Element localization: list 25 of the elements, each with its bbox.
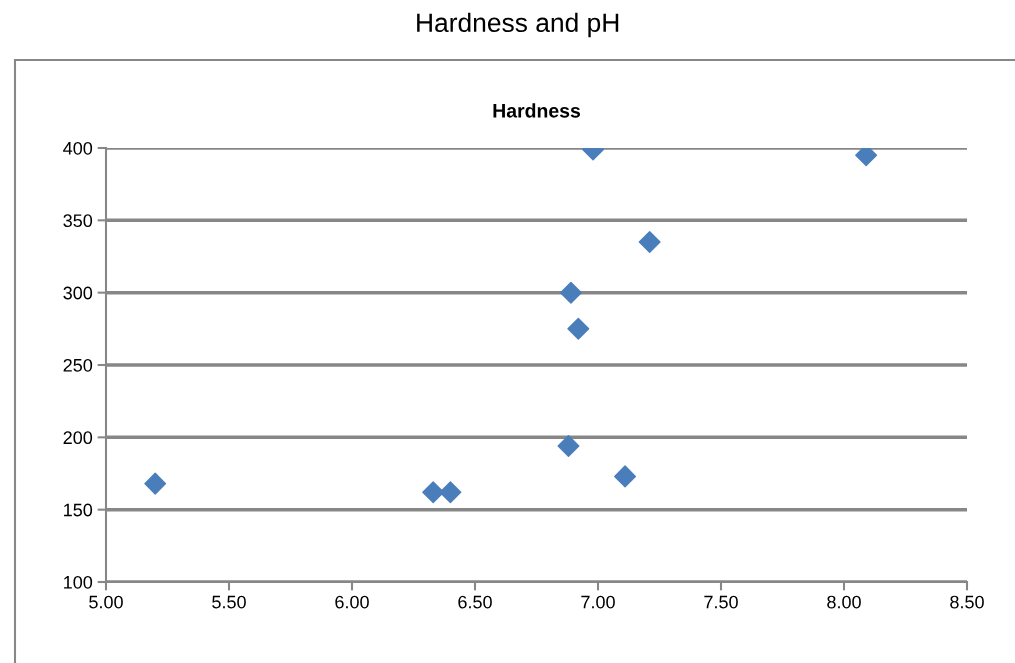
point	[559, 281, 582, 304]
chart-subtitle: Hardness	[493, 103, 581, 118]
y-tick-label: 100	[64, 575, 93, 589]
y-tick-label: 250	[63, 358, 93, 372]
y-tick-label: 300	[63, 286, 93, 300]
point	[614, 465, 637, 488]
point	[144, 472, 167, 495]
x-tick-label: 8.50	[950, 595, 984, 609]
y-tick-label: 200	[63, 431, 93, 445]
point	[439, 481, 462, 504]
x-tick-label: 7.50	[704, 595, 738, 609]
y-tick-label: 350	[63, 214, 93, 228]
point	[422, 481, 445, 504]
x-tick-label: 7.00	[581, 595, 615, 609]
x-tick-label: 5.50	[212, 595, 246, 609]
y-tick-label: 150	[64, 503, 93, 517]
y-tick-label: 400	[63, 141, 93, 155]
point	[557, 435, 580, 458]
x-tick-label: 6.50	[458, 595, 492, 609]
x-tick-label: 5.00	[89, 595, 123, 609]
x-tick-label: 6.00	[335, 595, 369, 609]
x-tick-label: 8.00	[827, 595, 861, 609]
point	[638, 231, 661, 254]
point	[567, 317, 590, 340]
chart-title: Hardness and pH	[417, 12, 619, 38]
